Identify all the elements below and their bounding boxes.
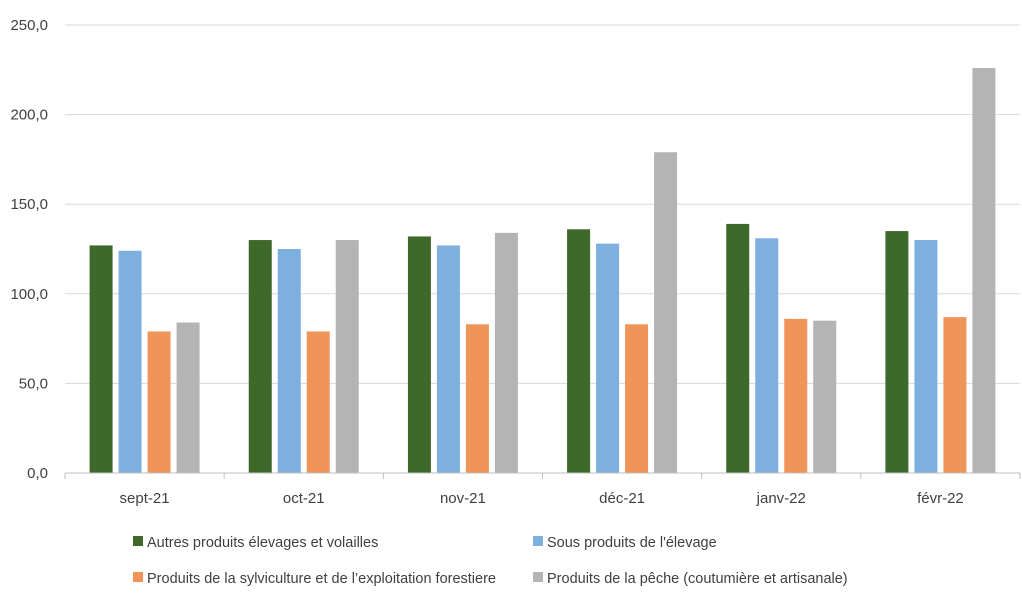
y-tick-label: 200,0 — [10, 107, 48, 124]
legend: Autres produits élevages et volailles Sou… — [133, 535, 848, 587]
legend-swatch — [133, 536, 143, 546]
bar — [972, 68, 996, 474]
bar — [596, 243, 620, 473]
legend-label: Produits de la sylviculture et de l’expl… — [147, 571, 496, 587]
bar — [654, 152, 678, 473]
bar — [726, 223, 750, 473]
bar — [465, 324, 489, 473]
legend-label: Sous produits de l'élevage — [547, 535, 717, 551]
bars — [89, 68, 996, 474]
gridlines — [65, 24, 1020, 384]
bar — [248, 240, 272, 473]
bar — [943, 317, 967, 473]
legend-swatch — [533, 536, 543, 546]
y-tick-label: 250,0 — [10, 17, 48, 34]
y-tick-label: 50,0 — [19, 375, 48, 392]
x-tick-label: sept-21 — [120, 490, 170, 507]
x-tick-label: févr-22 — [917, 490, 964, 507]
bar — [813, 320, 837, 473]
bar — [625, 324, 649, 473]
legend-swatch — [133, 572, 143, 582]
x-axis: sept-21 oct-21 nov-21 déc-21 janv-22 févr-22 — [64, 472, 1021, 507]
bar — [407, 236, 431, 473]
x-tick-label: déc-21 — [599, 490, 645, 507]
bar — [147, 331, 171, 473]
bar — [118, 250, 142, 473]
bar — [784, 318, 808, 473]
bar — [567, 229, 591, 473]
bar — [436, 245, 460, 473]
legend-label: Autres produits élevages et volailles — [147, 535, 378, 551]
bar — [885, 231, 909, 473]
y-axis-ticks: 0,0 50,0 100,0 150,0 200,0 250,0 — [10, 17, 48, 482]
x-tick-label: nov-21 — [440, 490, 486, 507]
x-tick-label: oct-21 — [283, 490, 325, 507]
y-tick-label: 100,0 — [10, 286, 48, 303]
bar — [755, 238, 779, 473]
y-tick-label: 150,0 — [10, 196, 48, 213]
x-tick-label: janv-22 — [756, 490, 806, 507]
bar — [914, 240, 938, 473]
bar — [277, 249, 301, 473]
legend-label: Produits de la pêche (coutumière et arti… — [547, 571, 848, 587]
bar — [306, 331, 330, 473]
bar — [89, 245, 113, 473]
legend-swatch — [533, 572, 543, 582]
bar — [494, 232, 518, 473]
bar — [335, 240, 359, 473]
y-tick-label: 0,0 — [27, 465, 48, 482]
bar — [176, 322, 200, 473]
